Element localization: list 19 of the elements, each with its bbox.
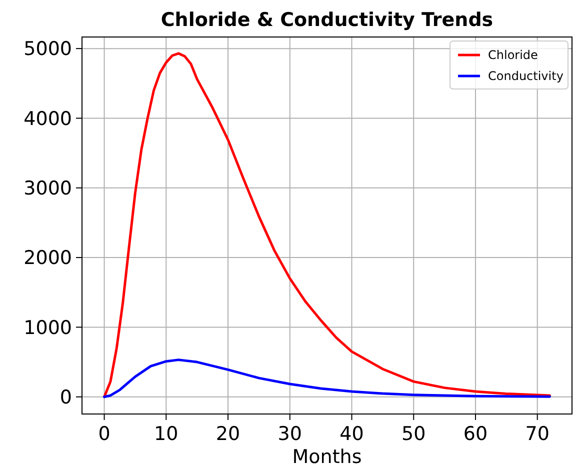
x-tick-label: 40	[340, 423, 364, 445]
chart-title: Chloride & Conductivity Trends	[160, 9, 494, 31]
x-axis-title: Months	[292, 446, 362, 468]
x-tick-label: 10	[154, 423, 178, 445]
legend-label: Conductivity	[488, 69, 564, 84]
y-tick-label: 2000	[24, 247, 72, 270]
line-series	[103, 358, 551, 398]
x-tick-label: 30	[278, 423, 302, 445]
y-tick-label: 3000	[24, 178, 72, 200]
x-tick-label: 20	[216, 423, 240, 445]
x-tick-label: 0	[98, 423, 110, 445]
y-tick-label: 1000	[24, 316, 72, 339]
y-tick-label: 0	[60, 386, 72, 409]
legend-label: Chloride	[488, 48, 538, 62]
y-tick-label: 4000	[24, 108, 72, 130]
x-tick-label: 70	[525, 423, 550, 445]
x-tick-label: 50	[402, 423, 426, 445]
x-tick-label: 60	[463, 423, 488, 445]
y-tick-label: 5000	[24, 38, 72, 60]
